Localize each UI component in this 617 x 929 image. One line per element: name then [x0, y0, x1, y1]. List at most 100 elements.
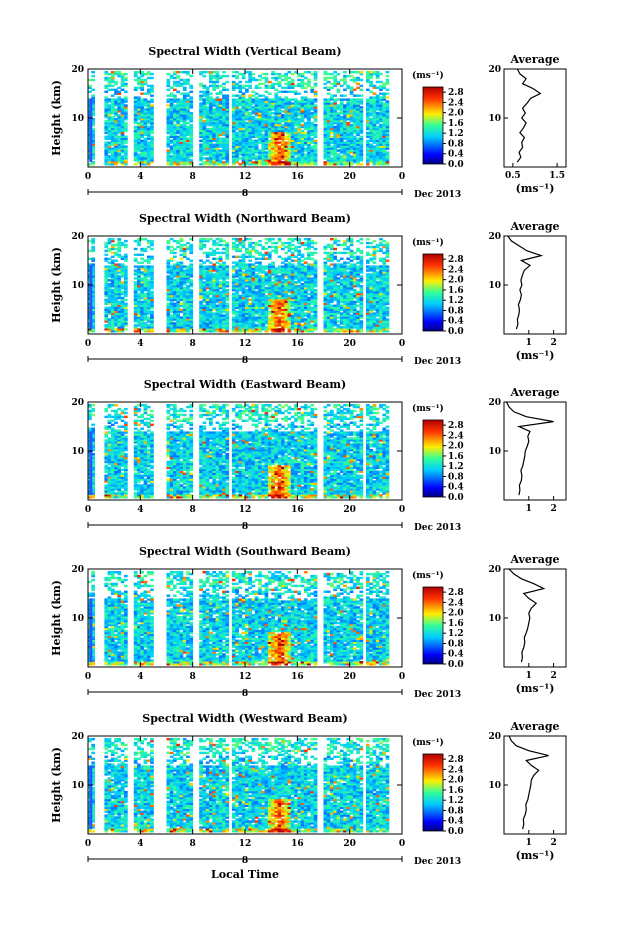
heatmap-cell [379, 135, 383, 138]
heatmap-cell [281, 110, 285, 113]
heatmap-cell [330, 112, 334, 115]
heatmap-cell [356, 129, 360, 133]
heatmap-cell [104, 106, 109, 109]
heatmap-cell [179, 316, 184, 319]
heatmap-cell [107, 114, 112, 117]
heatmap-cell [366, 116, 370, 119]
heatmap-cell [369, 161, 373, 164]
panel-2: Spectral Width (Northward Beam)Height (k… [50, 212, 567, 367]
heatmap-cell [333, 149, 337, 152]
heatmap-cell [182, 129, 187, 133]
heatmap-cell [189, 106, 194, 109]
heatmap-cell [297, 143, 301, 146]
heatmap-cell [222, 123, 226, 127]
heatmap-cell [91, 247, 95, 251]
heatmap-cell [140, 155, 144, 158]
day-marker-label: 8 [242, 189, 248, 199]
heatmap-cell [231, 241, 236, 245]
heatmap-cell [366, 76, 370, 80]
heatmap-cell [297, 131, 301, 135]
heatmap-cell [303, 157, 308, 160]
heatmap-cell [261, 129, 266, 133]
heatmap-cell [251, 135, 256, 138]
heatmap-cell [189, 141, 194, 144]
heatmap-cell [110, 106, 115, 109]
heatmap-cell [248, 112, 252, 115]
heatmap-cell [379, 104, 383, 107]
heatmap-cell [146, 72, 151, 76]
heatmap-cell [110, 116, 115, 119]
heatmap-cell [146, 92, 151, 95]
heatmap-cell [107, 247, 112, 251]
heatmap-cell [356, 139, 360, 142]
heatmap-cell [369, 143, 373, 146]
heatmap-cell [104, 249, 109, 253]
heatmap-cell [343, 106, 347, 109]
heatmap-cell [281, 145, 285, 148]
heatmap-cell [241, 145, 246, 148]
heatmap-cell [254, 316, 259, 319]
heatmap-cell [202, 141, 207, 144]
heatmap-cell [323, 104, 328, 107]
heatmap-cell [323, 143, 328, 146]
heatmap-cell [91, 300, 95, 304]
heatmap-cell [356, 149, 360, 152]
heatmap-cell [117, 121, 122, 125]
heatmap-cell [339, 78, 344, 82]
heatmap-cell [137, 159, 141, 162]
heatmap-cell [166, 161, 171, 164]
heatmap-cell [300, 123, 305, 127]
heatmap-cell [110, 163, 115, 166]
heatmap-cell [117, 151, 122, 154]
heatmap-cell [189, 149, 194, 152]
heatmap-cell [114, 118, 118, 121]
heatmap-cell [336, 112, 341, 115]
heatmap-cell [310, 149, 315, 152]
heatmap-cell [110, 118, 115, 121]
heatmap-cell [231, 265, 236, 268]
heatmap-cell [330, 108, 334, 111]
heatmap-cell [274, 110, 279, 113]
heatmap-cell [182, 108, 187, 111]
heatmap-cell [137, 82, 141, 86]
heatmap-cell [166, 149, 171, 152]
heatmap-cell [297, 78, 301, 82]
heatmap-cell [267, 125, 272, 129]
heatmap-cell [339, 129, 344, 133]
heatmap-cell [294, 98, 298, 101]
heatmap-cell [107, 143, 112, 146]
heatmap-cell [310, 90, 315, 93]
heatmap-cell [202, 92, 207, 95]
heatmap-cell [91, 88, 95, 91]
average-y-tick-label: 20 [488, 65, 501, 75]
heatmap-cell [199, 104, 203, 107]
heatmap-cell [303, 131, 308, 135]
heatmap-cell [91, 123, 95, 127]
heatmap-cell [303, 106, 308, 109]
heatmap-cell [146, 163, 151, 166]
heatmap-cell [150, 155, 154, 158]
heatmap-cell [91, 106, 95, 109]
heatmap-cell [248, 118, 252, 121]
heatmap-cell [382, 110, 387, 113]
heatmap-cell [313, 74, 318, 78]
heatmap-cell [104, 121, 109, 125]
heatmap-cell [281, 125, 285, 129]
heatmap-cell [215, 238, 220, 241]
heatmap-cell [300, 86, 305, 89]
heatmap-cell [254, 131, 259, 135]
heatmap-cell [218, 155, 223, 158]
heatmap-cell [238, 84, 243, 88]
heatmap-cell [310, 147, 315, 150]
heatmap-cell [382, 108, 387, 111]
heatmap-cell [336, 127, 341, 131]
heatmap-cell [215, 112, 220, 115]
heatmap-cell [245, 163, 249, 166]
heatmap-cell [343, 133, 347, 137]
heatmap-cell [238, 96, 243, 99]
heatmap-cell [133, 163, 138, 166]
heatmap-cell [369, 127, 373, 131]
heatmap-cell [352, 76, 357, 80]
heatmap-cell [241, 125, 246, 129]
heatmap-cell [281, 247, 285, 251]
